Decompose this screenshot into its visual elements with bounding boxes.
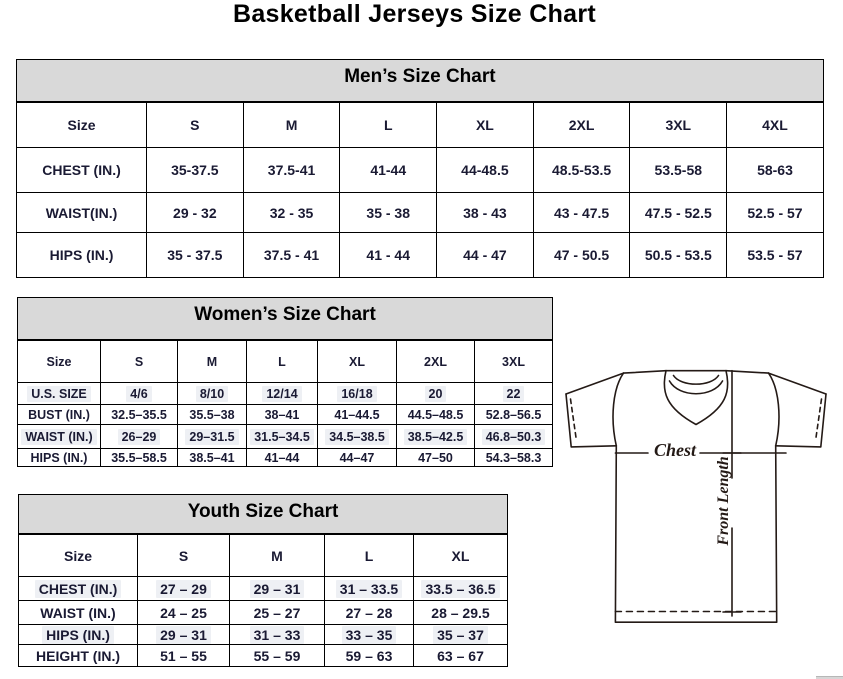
svg-text:Front Length: Front Length [715, 456, 732, 546]
svg-text:Chest: Chest [654, 440, 697, 460]
